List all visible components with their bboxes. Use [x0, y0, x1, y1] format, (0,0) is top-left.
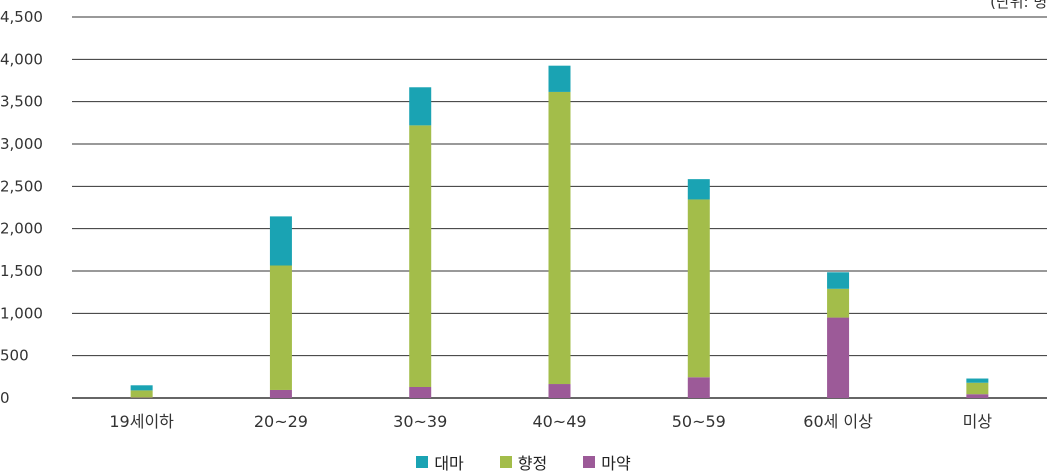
bar-segment [827, 318, 849, 398]
y-tick-label: 500 [0, 347, 29, 365]
y-tick-label: 2,500 [0, 177, 43, 195]
bar-segment [131, 390, 153, 397]
y-tick-label: 4,500 [0, 8, 43, 26]
legend-item-mayak: 마약 [583, 450, 630, 474]
x-tick-label: 19세이하 [109, 412, 174, 431]
x-tick-label: 미상 [963, 412, 993, 431]
bar-segment [270, 265, 292, 389]
legend-swatch-hyangjeong [500, 456, 512, 468]
bar-segment [549, 384, 571, 398]
y-tick-label: 1,000 [0, 304, 43, 322]
legend-item-daema: 대마 [416, 450, 463, 474]
bar-segment [688, 179, 710, 199]
unit-note: (단위: 명) [990, 0, 1047, 12]
legend-label-daema: 대마 [434, 450, 463, 474]
bar-segment [827, 272, 849, 289]
x-tick-label: 40~49 [532, 412, 586, 431]
bar-segment [131, 385, 153, 390]
bar-segment [409, 125, 431, 387]
legend-swatch-mayak [583, 456, 595, 468]
bar-segment [966, 394, 988, 398]
legend-swatch-daema [416, 456, 428, 468]
bar-segment [549, 92, 571, 384]
y-tick-label: 1,500 [0, 262, 43, 280]
bar-segment [827, 289, 849, 318]
y-tick-label: 4,000 [0, 50, 43, 68]
legend-label-hyangjeong: 향정 [518, 450, 547, 474]
bar-segment [409, 87, 431, 125]
legend-label-mayak: 마약 [601, 450, 630, 474]
bar-segment [549, 66, 571, 92]
y-tick-label: 0 [0, 389, 10, 407]
y-tick-label: 3,000 [0, 135, 43, 153]
bar-segment [270, 216, 292, 265]
bar-segment [966, 379, 988, 383]
x-tick-label: 20~29 [254, 412, 308, 431]
legend-item-hyangjeong: 향정 [500, 450, 547, 474]
x-tick-label: 50~59 [672, 412, 726, 431]
y-tick-label: 2,000 [0, 220, 43, 238]
bar-segment [270, 390, 292, 398]
y-tick-label: 3,500 [0, 93, 43, 111]
bar-segment [966, 383, 988, 394]
x-tick-label: 60세 이상 [803, 412, 873, 431]
bar-segment [688, 377, 710, 398]
bar-segment [688, 199, 710, 377]
bar-segment [409, 387, 431, 398]
x-tick-label: 30~39 [393, 412, 447, 431]
legend: 대마 향정 마약 [0, 450, 1047, 474]
